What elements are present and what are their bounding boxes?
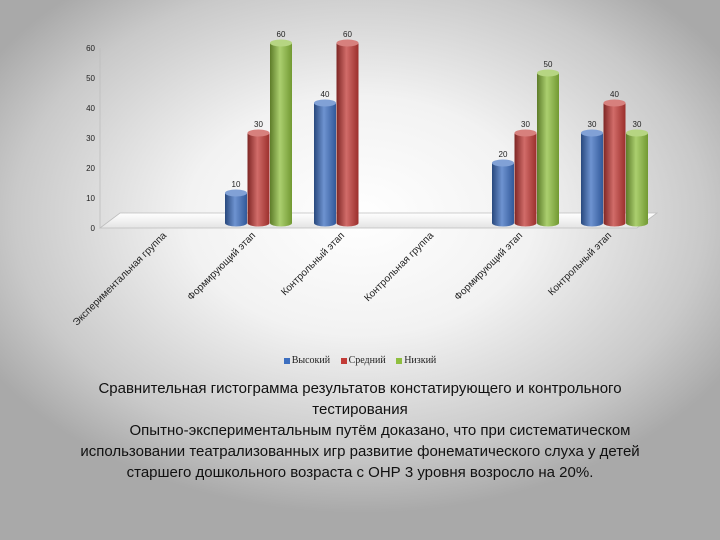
- x-category-label: Контрольный этап: [279, 230, 347, 298]
- x-category-label: Экспериментальная группа: [71, 230, 169, 328]
- legend-item-high: Высокий: [283, 355, 331, 366]
- legend-label-medium: Средний: [348, 355, 386, 366]
- x-category-label: Контрольный этап: [546, 230, 614, 298]
- y-axis: 0 10 20 30 40 50 60: [86, 44, 95, 233]
- x-category-label: Контрольная группа: [362, 230, 436, 304]
- bar-data-label: 30: [633, 120, 642, 129]
- bar: [626, 129, 648, 227]
- chart-caption-title: Сравнительная гистограмма результатов ко…: [98, 380, 622, 418]
- y-tick-label: 20: [86, 164, 95, 173]
- legend-item-medium: Средний: [340, 355, 386, 366]
- bars-group: 10 30 60 40 60 20 30 50 30 40 30: [225, 30, 648, 227]
- bar-data-label: 40: [321, 90, 330, 99]
- bar-data-label: 20: [499, 150, 508, 159]
- legend-swatch-low: [396, 357, 403, 364]
- bar-data-label: 60: [343, 30, 352, 39]
- chart-caption-body: Опытно-экспериментальным путём доказано,…: [80, 422, 640, 481]
- bar-data-label: 30: [521, 120, 530, 129]
- legend: Высокий Средний Низкий: [0, 355, 720, 366]
- bar: [247, 129, 270, 227]
- legend-item-low: Низкий: [396, 355, 436, 366]
- chart-floor: [98, 212, 659, 229]
- bar-data-label: 50: [544, 60, 553, 69]
- bar: [314, 99, 336, 227]
- bar-data-label: 10: [232, 180, 241, 189]
- legend-swatch-high: [283, 357, 290, 364]
- bar-chart: 0 10 20 30 40 50 60 10 30 60 40 60 20 30 50 30 40 30 Экс…: [71, 30, 659, 328]
- bar-data-label: 40: [610, 90, 619, 99]
- bar: [537, 69, 559, 227]
- bar-data-label: 30: [588, 120, 597, 129]
- legend-swatch-medium: [340, 357, 347, 364]
- x-axis: Экспериментальная группа Формирующий этап…: [71, 230, 614, 328]
- legend-label-low: Низкий: [404, 355, 437, 366]
- y-tick-label: 0: [91, 224, 96, 233]
- x-category-label: Формирующий этап: [453, 230, 526, 303]
- y-tick-label: 60: [86, 44, 95, 53]
- bar: [581, 129, 603, 227]
- x-category-label: Формирующий этап: [186, 230, 259, 303]
- bar: [225, 189, 247, 227]
- y-tick-label: 50: [86, 74, 95, 83]
- y-tick-label: 40: [86, 104, 95, 113]
- bar: [336, 39, 359, 227]
- legend-label-high: Высокий: [291, 355, 331, 366]
- bar: [270, 39, 292, 227]
- bar: [514, 129, 537, 227]
- bar: [603, 99, 626, 227]
- bar-data-label: 60: [277, 30, 286, 39]
- bar: [492, 159, 515, 227]
- y-tick-label: 10: [86, 194, 95, 203]
- y-tick-label: 30: [86, 134, 95, 143]
- bar-data-label: 30: [254, 120, 263, 129]
